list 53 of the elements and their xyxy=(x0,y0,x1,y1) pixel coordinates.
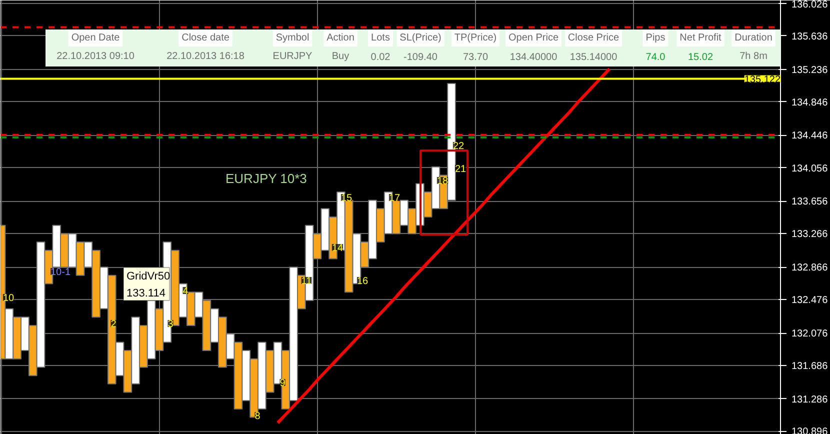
annotation: 73.70 xyxy=(462,52,488,63)
annotation: SL(Price) xyxy=(400,32,442,44)
annotation: 10-1 xyxy=(50,267,71,278)
annotation: Lots xyxy=(371,32,390,44)
y-tick-label: 131.686 xyxy=(792,361,828,372)
y-tick-label: 134.846 xyxy=(792,97,828,108)
annotation: 22 xyxy=(452,141,464,152)
annotation: Buy xyxy=(332,51,350,62)
y-tick-label: 134.446 xyxy=(792,130,828,142)
annotation: TP(Price) xyxy=(454,32,497,44)
annotation: 8 xyxy=(254,411,261,422)
annotation: GridVr50 xyxy=(126,270,170,282)
annotation: Open Price xyxy=(508,32,559,44)
annotation: Duration xyxy=(734,32,772,44)
y-tick-label: 135.636 xyxy=(792,31,828,42)
annotation: 21 xyxy=(454,164,466,175)
annotation: 3 xyxy=(168,319,174,330)
annotation: Pips xyxy=(646,32,666,44)
annotation: 22.10.2013 16:18 xyxy=(166,51,245,62)
y-tick-label: 134.056 xyxy=(792,163,828,174)
annotation: 17 xyxy=(388,193,400,204)
annotation: 4 xyxy=(182,286,189,297)
y-tick-label: 132.866 xyxy=(792,262,828,274)
annotation: 16 xyxy=(356,276,368,287)
y-tick-label: 132.076 xyxy=(792,328,828,340)
annotation: 135.14000 xyxy=(570,52,618,63)
y-tick-label: 133.266 xyxy=(792,229,828,240)
annotation: 133.114 xyxy=(126,288,166,300)
annotation: 10 xyxy=(2,293,14,304)
y-tick-label: 131.286 xyxy=(792,394,828,406)
annotation: 15.02 xyxy=(688,52,714,63)
annotation: 2 xyxy=(110,319,117,330)
text: EURJPY 10*3 xyxy=(226,171,307,186)
annotation: EURJPY xyxy=(272,51,313,62)
annotation: Net Profit xyxy=(680,32,722,44)
annotation: 14 xyxy=(332,243,344,254)
y-tick-label: 132.476 xyxy=(792,295,828,306)
annotation: 0.02 xyxy=(370,52,391,63)
annotation: Symbol xyxy=(276,32,310,44)
annotation: 134.40000 xyxy=(510,52,558,63)
annotation: 22.10.2013 09:10 xyxy=(56,51,135,62)
annotation: 7h 8m xyxy=(740,51,768,62)
annotation: Open Date xyxy=(71,32,120,44)
annotation: -109.40 xyxy=(404,52,438,63)
y-tick-label: 133.656 xyxy=(792,196,828,208)
annotation: 74.0 xyxy=(646,52,666,63)
annotation: Close date xyxy=(182,32,230,44)
annotation: 11 xyxy=(301,276,312,287)
y-tick-label: 136.026 xyxy=(792,0,828,10)
annotation: Action xyxy=(326,32,354,44)
y-tick-label: 135.236 xyxy=(792,64,828,76)
ref-line-label: 135.122 xyxy=(744,74,781,86)
annotation: Close Price xyxy=(568,32,620,44)
